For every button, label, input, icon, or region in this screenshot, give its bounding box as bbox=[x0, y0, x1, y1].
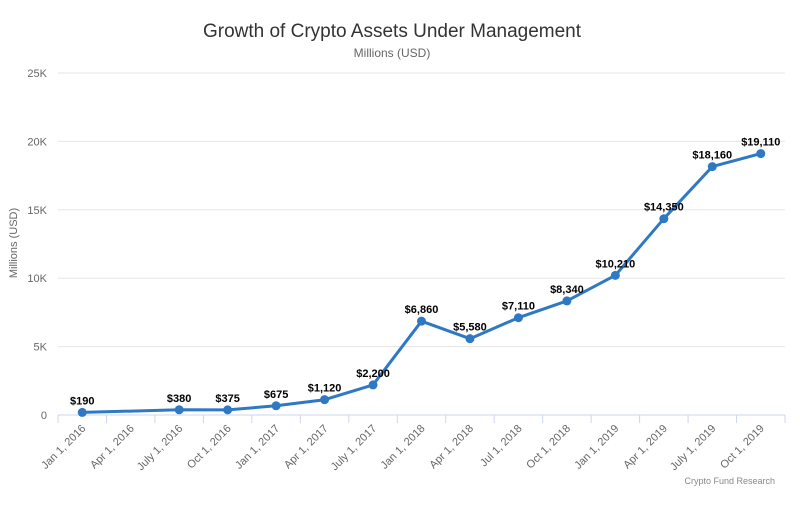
chart-credit[interactable]: Crypto Fund Research bbox=[684, 476, 775, 486]
series-layer bbox=[77, 149, 766, 417]
data-point[interactable] bbox=[271, 401, 281, 411]
chart-title: Growth of Crypto Assets Under Management bbox=[203, 21, 582, 42]
chart-subtitle: Millions (USD) bbox=[354, 46, 431, 60]
data-label: $5,580 bbox=[453, 322, 487, 334]
data-point[interactable] bbox=[320, 395, 330, 405]
data-point[interactable] bbox=[562, 296, 572, 306]
data-point[interactable] bbox=[465, 334, 475, 344]
data-point[interactable] bbox=[174, 405, 184, 415]
data-point[interactable] bbox=[223, 405, 233, 415]
data-label: $2,200 bbox=[356, 368, 390, 380]
data-label: $375 bbox=[215, 393, 239, 405]
data-point[interactable] bbox=[707, 162, 717, 172]
data-label: $8,340 bbox=[550, 284, 584, 296]
y-tick-label: 10K bbox=[27, 273, 47, 285]
y-tick-label: 25K bbox=[27, 68, 47, 80]
y-tick-label: 0 bbox=[41, 410, 47, 422]
y-axis-label: Millions (USD) bbox=[8, 208, 20, 278]
data-point[interactable] bbox=[77, 407, 87, 417]
data-label: $380 bbox=[167, 393, 191, 405]
data-label: $1,120 bbox=[308, 383, 342, 395]
data-label: $14,350 bbox=[644, 202, 684, 214]
data-label: $7,110 bbox=[502, 301, 535, 313]
data-point[interactable] bbox=[756, 149, 766, 159]
data-label: $190 bbox=[70, 395, 94, 407]
data-point[interactable] bbox=[417, 316, 426, 326]
series-line bbox=[80, 152, 763, 414]
y-tick-label: 15K bbox=[27, 205, 47, 217]
y-axis-ticks: 0 5K 10K 15K 20K 25K bbox=[27, 68, 47, 422]
y-tick-label: 5K bbox=[34, 342, 48, 354]
data-point[interactable] bbox=[368, 380, 378, 390]
data-point[interactable] bbox=[659, 214, 669, 224]
data-label: $10,210 bbox=[595, 258, 635, 270]
data-label: $675 bbox=[264, 389, 288, 401]
gridlines bbox=[58, 72, 785, 416]
data-labels: $190 $380 $375 $675 $1,120 $2,200 $6,860 $5,580… bbox=[70, 137, 780, 408]
data-label: $18,160 bbox=[692, 150, 732, 162]
data-label: $19,110 bbox=[741, 137, 780, 149]
y-tick-label: 20K bbox=[27, 136, 47, 148]
data-point[interactable] bbox=[610, 270, 620, 280]
data-point[interactable] bbox=[513, 313, 523, 323]
data-label: $6,860 bbox=[405, 304, 439, 316]
